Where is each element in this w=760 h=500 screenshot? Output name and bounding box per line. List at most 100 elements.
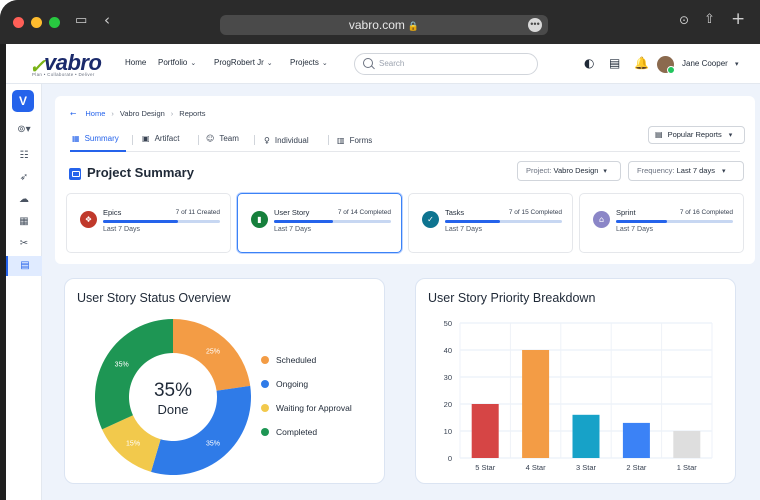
tab-summary-label: Summary bbox=[84, 134, 119, 143]
minimize-window-button[interactable] bbox=[31, 17, 42, 28]
donut-slice-label: 35% bbox=[206, 441, 220, 448]
stat-name: Tasks bbox=[445, 208, 465, 217]
stat-progress-fill bbox=[445, 220, 500, 223]
bookmark-icon: ▮ bbox=[251, 211, 268, 228]
project-filter-dropdown[interactable]: Project: Vabro Design ▾ bbox=[517, 161, 621, 181]
donut-slice-scheduled[interactable] bbox=[173, 319, 251, 391]
address-bar[interactable]: vabro.com 🔒 ••• bbox=[220, 15, 548, 35]
workspace-badge[interactable]: V bbox=[12, 90, 34, 112]
top-navigation: ✓ vabro Plan • Collaborate • Deliver Hom… bbox=[6, 44, 760, 84]
more-icon[interactable]: ••• bbox=[528, 18, 542, 32]
project-filter-value: Vabro Design bbox=[553, 166, 599, 175]
donut-center-label: Done bbox=[157, 402, 188, 417]
browser-toolbar: ▭ ‹ vabro.com 🔒 ••• ⊙ ⇧ + bbox=[0, 0, 760, 44]
y-tick-label: 50 bbox=[444, 319, 452, 328]
y-tick-label: 0 bbox=[448, 454, 452, 463]
nav-progrobert[interactable]: ProgRobert Jr ⌄ bbox=[214, 58, 273, 67]
nav-home-label: Home bbox=[125, 58, 147, 67]
back-icon[interactable]: ‹ bbox=[104, 11, 110, 29]
sidebar-toggle-icon[interactable]: ▭ bbox=[75, 13, 88, 28]
frequency-filter-value: Last 7 days bbox=[676, 166, 715, 175]
tab-artifact[interactable]: ▣ Artifact bbox=[142, 134, 179, 143]
donut-slice-label: 25% bbox=[206, 348, 220, 355]
dark-mode-icon[interactable]: ◐ bbox=[584, 56, 595, 70]
nav-home[interactable]: Home bbox=[125, 58, 146, 67]
maximize-window-button[interactable] bbox=[49, 17, 60, 28]
status-donut-chart: 25%35%15%35%35%Done bbox=[94, 319, 251, 475]
team-icon: ☺ bbox=[206, 134, 215, 143]
stat-progress-fill bbox=[274, 220, 333, 223]
brand-logo[interactable]: vabro bbox=[44, 50, 102, 75]
priority-bar-chart: 0 10 20 30 40 50 5 Star 4 Star 3 Star 2 Star 1 Sta… bbox=[444, 319, 713, 472]
chevron-down-icon: ▾ bbox=[603, 168, 607, 175]
breadcrumb-home[interactable]: Home bbox=[85, 109, 106, 118]
tab-summary[interactable]: ▦ Summary bbox=[72, 134, 119, 143]
x-tick-label: 1 Star bbox=[677, 463, 698, 472]
stat-card-tasks[interactable]: ✓ Tasks 7 of 15 Completed Last 7 Days bbox=[408, 193, 573, 253]
y-tick-label: 20 bbox=[444, 400, 452, 409]
donut-slice-completed[interactable] bbox=[94, 319, 173, 430]
check-icon: ✓ bbox=[422, 211, 439, 228]
inbox-icon[interactable]: ▤ bbox=[609, 56, 621, 70]
stat-card-sprint[interactable]: ⌂ Sprint 7 of 16 Completed Last 7 Days bbox=[579, 193, 744, 253]
stat-count: 7 of 11 Created bbox=[175, 209, 220, 216]
donut-slice-label: 15% bbox=[126, 441, 140, 448]
calendar-icon[interactable]: ▦ bbox=[19, 216, 29, 227]
tab-forms[interactable]: ▥ Forms bbox=[337, 136, 372, 145]
back-arrow-icon[interactable]: ← bbox=[70, 109, 77, 118]
tools-icon[interactable]: ✂ bbox=[19, 238, 29, 249]
summary-icon bbox=[69, 168, 81, 180]
bar-4-star[interactable] bbox=[522, 350, 550, 458]
breadcrumb: ← Home › Vabro Design › Reports bbox=[70, 109, 206, 118]
stat-period: Last 7 Days bbox=[274, 226, 311, 233]
user-icon[interactable]: ⊚▾ bbox=[17, 124, 31, 135]
stat-card-epics[interactable]: ❖ Epics 7 of 11 Created Last 7 Days bbox=[66, 193, 231, 253]
nav-portfolio-label: Portfolio bbox=[158, 58, 188, 67]
stat-count: 7 of 15 Completed bbox=[508, 209, 562, 216]
legend-dot bbox=[261, 428, 269, 436]
legend-dot bbox=[261, 404, 269, 412]
download-icon[interactable]: ⊙ bbox=[679, 13, 690, 27]
reports-icon[interactable]: ▤ bbox=[6, 256, 42, 276]
user-name[interactable]: Jane Cooper bbox=[682, 59, 728, 68]
tab-forms-label: Forms bbox=[349, 136, 373, 145]
breadcrumb-separator-icon: › bbox=[170, 109, 174, 118]
epic-icon: ❖ bbox=[80, 211, 97, 228]
user-menu-chevron-icon[interactable]: ▾ bbox=[735, 61, 739, 68]
stat-name: Epics bbox=[103, 208, 122, 217]
breadcrumb-current: Reports bbox=[179, 109, 206, 118]
legend-dot bbox=[261, 380, 269, 388]
search-input[interactable]: Search bbox=[354, 53, 538, 75]
bar-1-star[interactable] bbox=[673, 431, 701, 458]
bell-icon[interactable]: 🔔 bbox=[634, 56, 649, 70]
brand-tagline: Plan • Collaborate • Deliver bbox=[32, 72, 95, 77]
bar-5-star[interactable] bbox=[471, 404, 499, 458]
stat-card-user-story[interactable]: ▮ User Story 7 of 14 Completed Last 7 Da… bbox=[237, 193, 402, 253]
bar-2-star[interactable] bbox=[622, 422, 650, 458]
stat-progress-fill bbox=[616, 220, 668, 223]
nav-portfolio[interactable]: Portfolio ⌄ bbox=[158, 58, 196, 67]
status-overview-card: User Story Status Overview 25% 35% 15% 35% 3… bbox=[64, 278, 385, 484]
avatar[interactable] bbox=[657, 56, 675, 74]
nav-projects[interactable]: Projects ⌄ bbox=[290, 58, 328, 67]
board-icon[interactable]: ☷ bbox=[19, 150, 29, 161]
close-window-button[interactable] bbox=[13, 17, 24, 28]
logo-icon[interactable]: ✓ bbox=[29, 56, 46, 78]
donut-slice-waiting-for-approval[interactable] bbox=[102, 415, 161, 472]
bar-3-star[interactable] bbox=[572, 414, 600, 458]
share-icon[interactable]: ⇧ bbox=[704, 12, 715, 27]
stat-period: Last 7 Days bbox=[616, 226, 653, 233]
cloud-icon[interactable]: ☁ bbox=[19, 194, 29, 205]
popular-reports-dropdown[interactable]: ▤ Popular Reports ▾ bbox=[648, 126, 745, 144]
rocket-icon[interactable]: ➶ bbox=[19, 172, 29, 183]
donut-slice-ongoing[interactable] bbox=[151, 385, 251, 475]
tab-team[interactable]: ☺ Team bbox=[206, 134, 239, 143]
new-tab-icon[interactable]: + bbox=[731, 9, 746, 29]
breadcrumb-separator-icon: › bbox=[111, 109, 114, 118]
frequency-filter-dropdown[interactable]: Frequency: Last 7 days ▾ bbox=[628, 161, 744, 181]
legend-label: Waiting for Approval bbox=[276, 403, 352, 413]
tab-divider bbox=[254, 135, 255, 145]
breadcrumb-project[interactable]: Vabro Design bbox=[119, 109, 165, 118]
tab-individual[interactable]: ♀ Individual bbox=[264, 136, 309, 145]
legend-waiting: Waiting for Approval bbox=[261, 403, 352, 413]
